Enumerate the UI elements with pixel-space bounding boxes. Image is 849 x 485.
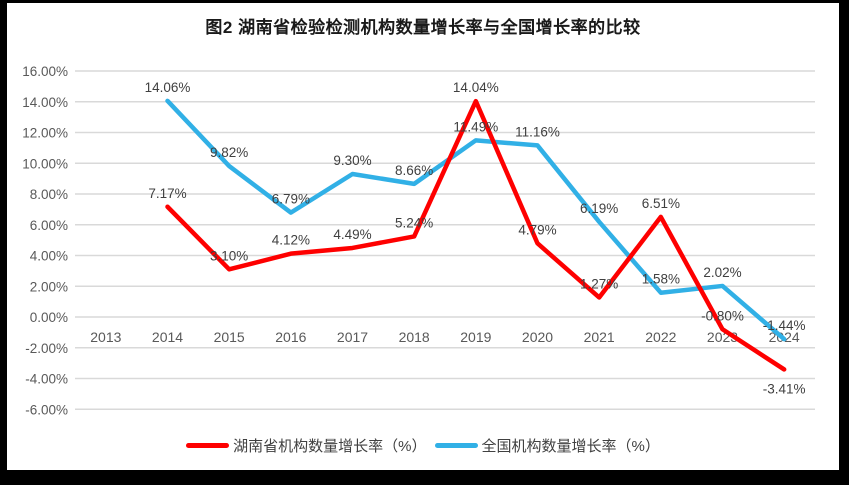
x-axis-tick-label: 2013 (90, 329, 121, 345)
data-label: -1.44% (763, 318, 806, 333)
x-axis-tick-label: 2014 (152, 329, 183, 345)
x-axis-tick-label: 2018 (399, 329, 430, 345)
data-label: 6.51% (642, 196, 680, 211)
y-axis-tick-label: 2.00% (30, 279, 68, 294)
y-axis-tick-label: 14.00% (22, 95, 68, 110)
chart-title: 图2 湖南省检验检测机构数量增长率与全国增长率的比较 (205, 18, 641, 37)
y-axis-tick-label: 12.00% (22, 126, 68, 141)
data-label: 1.27% (580, 276, 618, 291)
x-axis-tick-label: 2022 (645, 329, 676, 345)
x-axis-tick-label: 2021 (584, 329, 615, 345)
data-label: 11.16% (515, 124, 560, 139)
series-line-hunan (165, 98, 787, 372)
data-label: -0.80% (701, 308, 744, 323)
data-label: -3.41% (763, 381, 806, 396)
data-label: 9.30% (333, 153, 371, 168)
y-axis-tick-label: 4.00% (30, 249, 68, 264)
x-axis-tick-label: 2019 (460, 329, 491, 345)
data-label: 6.19% (580, 201, 618, 216)
data-label: 6.79% (272, 192, 310, 207)
legend-item-national: 全国机构数量增长率（%） (434, 435, 660, 456)
y-axis-tick-label: -4.00% (25, 372, 68, 387)
data-label: 14.04% (453, 80, 499, 95)
x-axis-tick-label: 2017 (337, 329, 368, 345)
data-label: 4.79% (518, 222, 556, 237)
y-axis-tick-label: 8.00% (30, 187, 68, 202)
data-label: 9.82% (210, 145, 248, 160)
legend-swatch-hunan-icon (186, 443, 230, 448)
y-axis-tick-label: -2.00% (25, 341, 68, 356)
legend-swatch-national-icon (434, 443, 478, 448)
y-axis-tick-label: -6.00% (25, 402, 68, 417)
series-line-national (165, 98, 787, 342)
data-label: 3.10% (210, 248, 248, 263)
x-axis-tick-label: 2016 (275, 329, 306, 345)
data-label: 5.24% (395, 215, 433, 230)
data-label: 1.58% (642, 272, 680, 287)
y-axis-tick-label: 10.00% (22, 156, 68, 171)
data-label: 11.49% (453, 119, 498, 134)
data-label: 7.17% (148, 186, 186, 201)
legend-label-hunan: 湖南省机构数量增长率（%） (233, 438, 427, 455)
data-label: 2.02% (703, 265, 741, 280)
y-axis-tick-label: 6.00% (30, 218, 68, 233)
y-axis-tick-label: 16.00% (22, 64, 68, 79)
data-label: 14.06% (145, 80, 191, 95)
data-label: 8.66% (395, 163, 433, 178)
x-axis-tick-label: 2020 (522, 329, 553, 345)
chart-legend: 湖南省机构数量增长率（%） 全国机构数量增长率（%） (7, 435, 839, 456)
x-axis-tick-label: 2015 (214, 329, 245, 345)
y-axis-tick-label: 0.00% (30, 310, 68, 325)
data-label: 4.49% (333, 227, 371, 242)
legend-item-hunan: 湖南省机构数量增长率（%） (186, 435, 427, 456)
chart-background: 16.00% 14.00% 12.00% 10.00% 8.00% 6.00% 4.00% 2… (7, 3, 839, 470)
chart-canvas: 16.00% 14.00% 12.00% 10.00% 8.00% 6.00% 4.00% 2… (22, 64, 815, 417)
legend-label-national: 全国机构数量增长率（%） (481, 438, 660, 455)
data-label: 4.12% (272, 233, 310, 248)
